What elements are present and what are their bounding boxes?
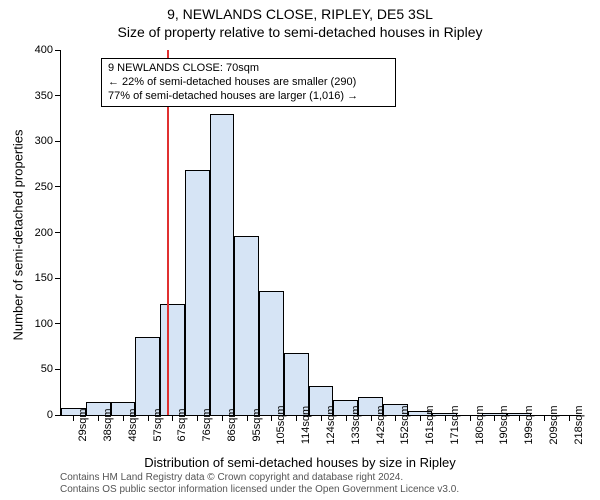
chart-title-line1: 9, NEWLANDS CLOSE, RIPLEY, DE5 3SL bbox=[0, 6, 600, 22]
annotation-line-1: 9 NEWLANDS CLOSE: 70sqm bbox=[108, 62, 389, 76]
x-tick-label: 218sqm bbox=[573, 405, 585, 444]
y-tick bbox=[55, 186, 61, 187]
x-tick bbox=[123, 415, 124, 421]
footer-line-1: Contains HM Land Registry data © Crown c… bbox=[60, 472, 459, 484]
x-tick bbox=[395, 415, 396, 421]
y-tick bbox=[55, 278, 61, 279]
x-tick bbox=[296, 415, 297, 421]
plot-area: 9 NEWLANDS CLOSE: 70sqm ← 22% of semi-de… bbox=[60, 50, 581, 416]
x-tick bbox=[346, 415, 347, 421]
footer-line-2: Contains OS public sector information li… bbox=[60, 484, 459, 496]
y-tick-label: 200 bbox=[21, 227, 53, 239]
x-tick-label: 199sqm bbox=[523, 405, 535, 444]
x-tick bbox=[470, 415, 471, 421]
x-tick bbox=[371, 415, 372, 421]
y-tick-label: 0 bbox=[21, 409, 53, 421]
x-tick-label: 180sqm bbox=[474, 405, 486, 444]
x-tick bbox=[247, 415, 248, 421]
y-tick-label: 400 bbox=[21, 44, 53, 56]
x-tick bbox=[98, 415, 99, 421]
chart-title-line2: Size of property relative to semi-detach… bbox=[0, 24, 600, 40]
annotation-line-2: ← 22% of semi-detached houses are smalle… bbox=[108, 76, 389, 90]
y-tick bbox=[55, 141, 61, 142]
x-tick bbox=[420, 415, 421, 421]
histogram-bar bbox=[160, 304, 185, 415]
x-tick bbox=[73, 415, 74, 421]
y-tick-label: 150 bbox=[21, 272, 53, 284]
y-tick-label: 300 bbox=[21, 135, 53, 147]
y-tick bbox=[55, 323, 61, 324]
x-tick bbox=[445, 415, 446, 421]
x-tick-label: 171sqm bbox=[449, 405, 461, 444]
x-tick bbox=[172, 415, 173, 421]
x-tick bbox=[148, 415, 149, 421]
x-tick bbox=[494, 415, 495, 421]
y-tick-label: 350 bbox=[21, 90, 53, 102]
x-tick bbox=[222, 415, 223, 421]
histogram-bar bbox=[210, 114, 235, 415]
histogram-bar bbox=[185, 170, 210, 415]
x-tick bbox=[569, 415, 570, 421]
x-tick bbox=[271, 415, 272, 421]
y-tick-label: 250 bbox=[21, 181, 53, 193]
x-tick-label: 161sqm bbox=[424, 405, 436, 444]
x-axis-label: Distribution of semi-detached houses by … bbox=[0, 455, 600, 470]
histogram-bar bbox=[234, 236, 259, 415]
histogram-bar bbox=[259, 291, 284, 415]
x-tick bbox=[519, 415, 520, 421]
y-tick bbox=[55, 369, 61, 370]
histogram-bar bbox=[135, 337, 160, 415]
chart-container: 9, NEWLANDS CLOSE, RIPLEY, DE5 3SL Size … bbox=[0, 0, 600, 500]
x-tick-label: 190sqm bbox=[498, 405, 510, 444]
annotation-line-3: 77% of semi-detached houses are larger (… bbox=[108, 90, 389, 104]
y-tick-label: 100 bbox=[21, 318, 53, 330]
y-tick bbox=[55, 232, 61, 233]
y-tick bbox=[55, 50, 61, 51]
x-tick bbox=[197, 415, 198, 421]
y-tick bbox=[55, 95, 61, 96]
x-tick-label: 209sqm bbox=[548, 405, 560, 444]
y-tick-label: 50 bbox=[21, 363, 53, 375]
x-tick bbox=[321, 415, 322, 421]
annotation-box: 9 NEWLANDS CLOSE: 70sqm ← 22% of semi-de… bbox=[101, 58, 396, 107]
x-tick bbox=[544, 415, 545, 421]
footer-attribution: Contains HM Land Registry data © Crown c… bbox=[60, 472, 459, 496]
